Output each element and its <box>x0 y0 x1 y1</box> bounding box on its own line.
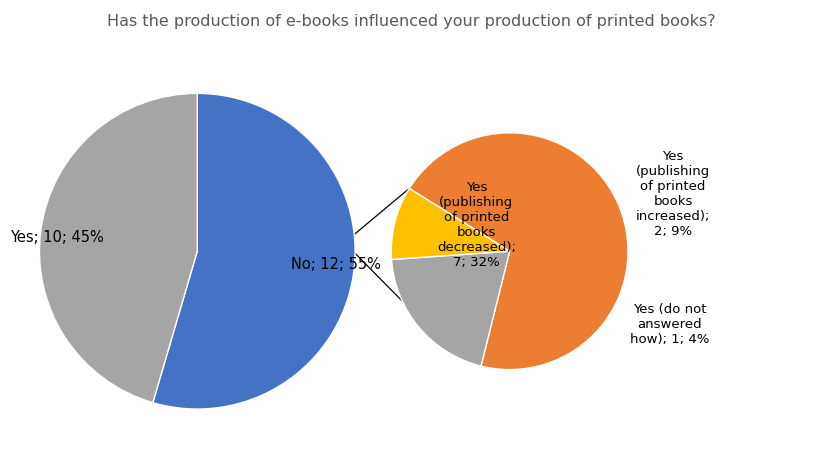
Text: Yes
(publishing
of printed
books
decreased);
7; 32%: Yes (publishing of printed books decreas… <box>437 181 516 269</box>
Text: Yes; 10; 45%: Yes; 10; 45% <box>10 230 104 245</box>
Text: Yes
(publishing
of printed
books
increased);
2; 9%: Yes (publishing of printed books increas… <box>635 150 710 238</box>
Text: Yes (do not
answered
how); 1; 4%: Yes (do not answered how); 1; 4% <box>630 303 709 346</box>
Wedge shape <box>391 251 510 366</box>
Wedge shape <box>39 93 197 402</box>
Text: No; 12; 55%: No; 12; 55% <box>291 257 381 272</box>
Wedge shape <box>409 133 628 370</box>
Wedge shape <box>153 93 355 409</box>
Wedge shape <box>391 189 510 259</box>
Text: Has the production of e-books influenced your production of printed books?: Has the production of e-books influenced… <box>107 14 715 29</box>
